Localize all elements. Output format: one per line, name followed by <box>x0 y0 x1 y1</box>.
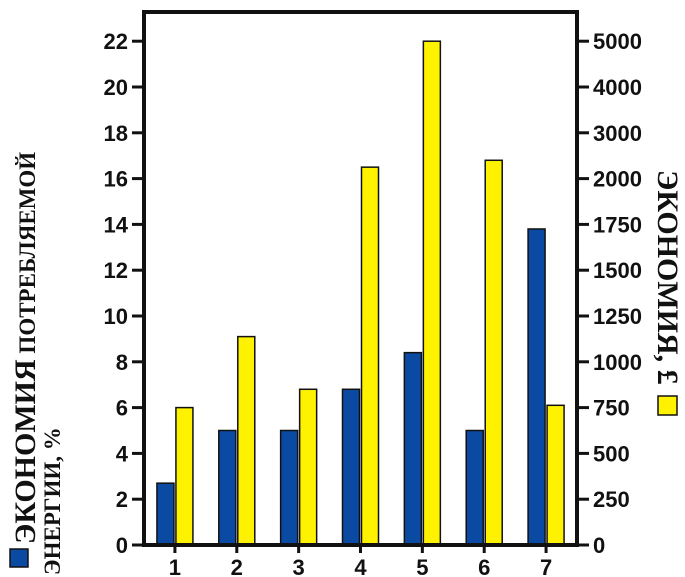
left-tick-label: 16 <box>104 167 128 192</box>
right-tick-label: 250 <box>593 487 630 512</box>
bar-savings-3 <box>298 388 318 546</box>
bar-savings-7 <box>546 404 565 546</box>
left-tick-label: 0 <box>116 533 128 558</box>
bar-savings-6 <box>484 159 503 546</box>
left-axis-title-rest: ПОТРЕБЛЯЕМОЙ <box>15 152 40 360</box>
bar-energy-6 <box>465 429 484 546</box>
left-tick-label: 22 <box>104 29 128 54</box>
x-tick-label: 4 <box>354 555 367 577</box>
right-tick-label: 2000 <box>593 167 642 192</box>
left-axis-title: ЭКОНОМИЯ ПОТРЕБЛЯЕМОЙ ЭНЕРГИИ, % <box>9 152 65 575</box>
svg-text:ЭКОНОМИЯ ПОТРЕБЛЯЕМОЙ: ЭКОНОМИЯ ПОТРЕБЛЯЕМОЙ <box>9 152 42 544</box>
right-tick-label: 750 <box>593 396 630 421</box>
right-tick-label: 3000 <box>593 121 642 146</box>
x-axis-ticks: 1 2 3 4 5 6 7 <box>169 545 552 577</box>
x-tick-label: 2 <box>231 555 243 577</box>
left-tick-label: 20 <box>104 75 128 100</box>
bar-energy-7 <box>527 228 546 546</box>
x-tick-label: 7 <box>540 555 552 577</box>
right-tick-label: 1500 <box>593 258 642 283</box>
bar-savings-2 <box>237 335 256 546</box>
left-tick-label: 12 <box>104 258 128 283</box>
left-legend-swatch <box>9 548 29 568</box>
x-tick-label: 6 <box>478 555 490 577</box>
x-tick-label: 5 <box>416 555 428 577</box>
bar-energy-2 <box>218 429 237 546</box>
left-tick-label: 6 <box>116 396 128 421</box>
bar-energy-4 <box>341 388 361 546</box>
right-tick-label: 1250 <box>593 304 642 329</box>
left-tick-label: 10 <box>104 304 128 329</box>
left-tick-label: 18 <box>104 121 128 146</box>
left-tick-label: 8 <box>116 350 128 375</box>
left-axis-title-line2: ЭНЕРГИИ, % <box>40 427 65 575</box>
right-tick-label: 5000 <box>593 29 642 54</box>
bar-energy-5 <box>403 351 423 546</box>
bar-energy-1 <box>156 482 175 546</box>
x-tick-label: 1 <box>169 555 181 577</box>
right-tick-label: 1000 <box>593 350 642 375</box>
bar-savings-4 <box>360 166 380 546</box>
right-tick-label: 500 <box>593 441 630 466</box>
right-axis-title-text: ЭКОНОМИЯ, £ <box>651 170 684 385</box>
left-axis-title-bold: ЭКОНОМИЯ <box>9 359 42 544</box>
bar-savings-5 <box>422 40 442 546</box>
left-tick-label: 4 <box>116 441 129 466</box>
left-axis-ticks: 0 2 4 6 8 10 12 14 16 18 20 22 <box>104 29 144 558</box>
right-axis-ticks: 0 250 500 750 1000 1250 1500 1750 2000 3000 4000 50… <box>577 29 642 558</box>
right-axis-title: ЭКОНОМИЯ, £ <box>651 170 684 416</box>
bar-savings-1 <box>175 406 194 546</box>
bar-energy-3 <box>279 429 299 546</box>
left-tick-label: 2 <box>116 487 128 512</box>
right-tick-label: 0 <box>593 533 605 558</box>
right-legend-swatch <box>657 395 678 416</box>
right-tick-label: 4000 <box>593 75 642 100</box>
x-tick-label: 3 <box>293 555 305 577</box>
right-tick-label: 1750 <box>593 212 642 237</box>
plot-frame <box>142 10 579 547</box>
left-tick-label: 14 <box>104 212 129 237</box>
bars-layer <box>156 40 565 546</box>
